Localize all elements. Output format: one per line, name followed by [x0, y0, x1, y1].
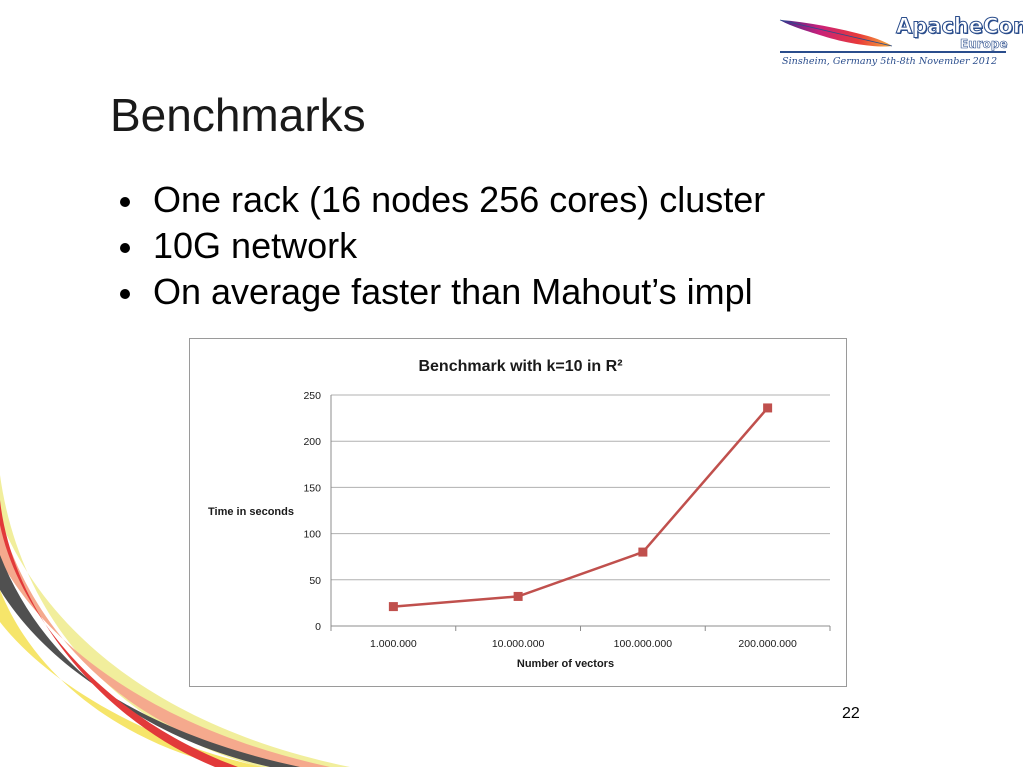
- series-line: [393, 407, 769, 608]
- logo-divider: [780, 51, 1006, 53]
- bullet-text: 10G network: [153, 225, 358, 266]
- x-axis-title: Number of vectors: [517, 658, 614, 670]
- y-tick-label: 50: [309, 575, 321, 587]
- data-point: [763, 403, 773, 413]
- y-tick-label: 250: [303, 390, 321, 402]
- line-chart: Benchmark with k=10 in R² 0 50 100 150 200 250…: [208, 358, 831, 670]
- logo-region: Europe: [960, 37, 1008, 52]
- y-tick-label: 0: [315, 621, 321, 633]
- feather-icon: [779, 19, 893, 47]
- bullet-item: One rack (16 nodes 256 cores) cluster: [118, 178, 765, 224]
- x-tick-label: 200.000.000: [738, 638, 797, 650]
- logo-name: ApacheCon: [896, 14, 1023, 39]
- y-axis-title: Time in seconds: [208, 506, 294, 518]
- bullet-dot: [120, 197, 130, 207]
- bullet-item: 10G network: [118, 224, 765, 270]
- bullet-dot: [120, 243, 130, 253]
- data-point: [388, 602, 398, 612]
- data-point: [638, 547, 648, 557]
- bullet-text: On average faster than Mahout’s impl: [153, 271, 753, 312]
- x-tick-label: 100.000.000: [614, 638, 673, 650]
- slide-title: Benchmarks: [110, 89, 366, 141]
- y-tick-label: 200: [303, 436, 321, 448]
- bullet-dot: [120, 289, 130, 299]
- bullet-item: On average faster than Mahout’s impl: [118, 270, 765, 316]
- bullet-list: One rack (16 nodes 256 cores) cluster 10…: [118, 178, 765, 316]
- chart-title: Benchmark with k=10 in R²: [418, 358, 622, 375]
- page-number: 22: [842, 705, 860, 722]
- logo-tagline: Sinsheim, Germany 5th-8th November 2012: [782, 56, 998, 67]
- x-tick-label: 10.000.000: [492, 638, 545, 650]
- y-tick-label: 150: [303, 482, 321, 494]
- data-point: [513, 591, 523, 601]
- y-tick-label: 100: [303, 529, 321, 541]
- apachecon-logo: ApacheCon Europe Sinsheim, Germany 5th-8…: [778, 10, 1023, 72]
- x-tick-label: 1.000.000: [370, 638, 417, 650]
- bullet-text: One rack (16 nodes 256 cores) cluster: [153, 179, 766, 220]
- chart-frame: Benchmark with k=10 in R² 0 50 100 150 200 250…: [189, 338, 847, 687]
